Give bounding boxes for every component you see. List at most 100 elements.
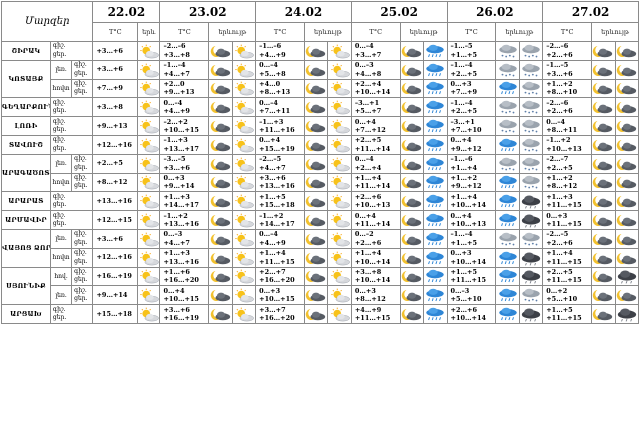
night-temperature: +4…+9 <box>354 305 382 314</box>
temperature-cell: +13…+16 <box>92 191 139 212</box>
day-weather-cell <box>423 285 448 306</box>
night-temperature: 0…–4 <box>259 98 278 107</box>
day-weather-cell <box>231 304 257 324</box>
sky-header-label: երևույթ <box>601 28 630 36</box>
day-temperature: +15…+19 <box>259 144 295 153</box>
day-temperature: +8…+13 <box>259 88 291 97</box>
temperature-cell: –3…–5 +3…+6 <box>159 153 210 174</box>
day-weather-cell <box>518 97 544 118</box>
temperature-cell: 0…–4 +8…+11 <box>542 116 593 136</box>
day-temperature: +8…+11 <box>546 126 578 135</box>
day-weather-cell <box>614 228 640 249</box>
temperature-cell: –1…–6 +4…+9 <box>255 41 306 61</box>
region-name: ԳԵՂԱՐՔՈՒՆԻՔ <box>1 97 51 118</box>
day-weather-cell <box>518 210 544 230</box>
night-temperature: –1…–5 <box>450 42 473 51</box>
day-weather-cell <box>614 97 640 118</box>
day-temperature: +11…+16 <box>259 126 295 135</box>
time-of-day-labels: գիշ. ցեր. <box>71 78 94 99</box>
night-weather-cell <box>304 78 329 99</box>
temperature-cell: –2…–5 +2…+6 <box>542 228 593 249</box>
day-weather-cell <box>518 172 544 193</box>
zone-label: լեռ. <box>49 153 73 174</box>
temperature-cell: 0…+4 +15…+19 <box>255 134 306 155</box>
sky-header: երևույթ <box>304 22 352 42</box>
temperature-header: T°C <box>159 22 210 42</box>
night-weather-cell <box>208 191 233 212</box>
night-temperature: 0…+3 <box>259 286 281 295</box>
day-temperature: +5…+7 <box>354 107 382 116</box>
day-temperature: +8…+12 <box>546 182 578 191</box>
day-temperature: +3…+6 <box>96 234 123 243</box>
temperature-cell: +15…+18 <box>92 304 139 324</box>
night-label: գիշ. <box>52 305 66 313</box>
night-weather-cell <box>399 304 425 324</box>
night-temperature: –1…+2 <box>259 211 284 220</box>
night-weather-cell <box>591 210 616 230</box>
night-weather-cell <box>591 153 616 174</box>
day-temperature: +10…+14 <box>354 257 391 266</box>
night-temperature: –2…–5 <box>259 155 282 164</box>
sky-header-label: երևույթ <box>409 28 438 36</box>
day-temperature: +15…+18 <box>259 201 295 210</box>
day-weather-cell <box>231 172 257 193</box>
night-temperature: +1…+3 <box>546 192 573 201</box>
night-weather-cell <box>591 78 616 99</box>
time-of-day-labels: գիշ. ցեր. <box>49 41 94 61</box>
night-weather-cell <box>495 285 520 306</box>
day-temperature: +10…+14 <box>450 257 487 266</box>
temperature-header: T°C <box>446 22 497 42</box>
night-temperature: +1…+2 <box>546 79 573 88</box>
night-weather-cell <box>208 247 233 268</box>
region-name: ՏԱՎՈՒՇ <box>1 134 51 155</box>
forecast-row: ԱՐՄԱՎԻՐ գիշ. ցեր. +12…+15 –1…+2 +13…+16 –1…+… <box>1 210 640 230</box>
night-label: գիշ. <box>52 42 66 50</box>
temperature-cell: 0…+4 +9…+12 <box>446 134 497 155</box>
day-label: ցեր. <box>74 88 88 96</box>
temperature-cell: +1…+4 +11…+14 <box>350 172 401 193</box>
night-temperature: +1…+6 <box>163 267 190 276</box>
day-weather-cell <box>231 41 257 61</box>
temperature-cell: 0…–4 +4…+9 <box>255 228 306 249</box>
forecast-row: հովտ գիշ. ցեր. +12…+16 +1…+3 +13…+16 +1…+4 +1… <box>2 247 640 268</box>
temperature-cell: 0…–4 +2…+4 <box>350 153 401 174</box>
temperature-cell: +3…+6 +16…+19 <box>159 304 210 324</box>
night-temperature: 0…+4 <box>354 211 376 220</box>
sky-header-label: երևույթ <box>218 28 247 36</box>
day-weather-cell <box>327 285 352 306</box>
day-temperature: +10…+13 <box>450 220 487 229</box>
day-temperature: +10…+15 <box>163 126 199 135</box>
night-temperature: 0…+3 <box>354 286 376 295</box>
day-temperature: +3…+8 <box>163 50 190 59</box>
night-weather-cell <box>208 228 233 249</box>
day-weather-cell <box>327 172 352 193</box>
day-weather-cell <box>423 59 448 80</box>
night-temperature: 0…+2 <box>546 286 568 295</box>
night-temperature: –3…+1 <box>354 98 380 107</box>
day-temperature: +7…+12 <box>354 126 386 135</box>
day-temperature: +4…+8 <box>354 69 382 78</box>
date-header: 25.02 <box>350 1 448 23</box>
night-weather-cell <box>591 97 616 118</box>
night-temperature: –2…+2 <box>163 117 188 126</box>
day-temperature: +1…+5 <box>450 238 477 247</box>
temperature-cell: +3…+6 <box>92 228 139 249</box>
forecast-row: ԱՐԱՐԱՏ գիշ. ցեր. +13…+16 +1…+3 +14…+17 +1…+5… <box>1 191 640 212</box>
date-header: 26.02 <box>446 1 544 23</box>
night-temperature: +1…+4 <box>546 249 573 258</box>
weather-cell <box>137 266 161 287</box>
night-temperature: +1…+3 <box>163 192 190 201</box>
zone-label: լեռ. <box>49 285 73 306</box>
temperature-cell: –1…+3 +11…+16 <box>255 116 306 136</box>
temperature-cell: +12…+16 <box>92 247 139 268</box>
time-of-day-labels: գիշ. ցեր. <box>71 285 94 306</box>
temperature-cell: –2…–6 +2…+6 <box>542 41 593 61</box>
day-weather-cell <box>423 247 448 268</box>
weather-cell <box>137 172 161 193</box>
temperature-cell: –3…+1 +7…+10 <box>446 116 497 136</box>
forecast-table: Մարզեր 22.02 23.02 24.02 25.02 26.02 27.02 T°C ե… <box>0 1 640 324</box>
temperature-cell: –1…–4 +2…+5 <box>446 59 497 80</box>
day-temperature: +2…+5 <box>96 159 123 168</box>
day-weather-cell <box>327 116 352 136</box>
day-temperature: +12…+16 <box>96 140 132 149</box>
